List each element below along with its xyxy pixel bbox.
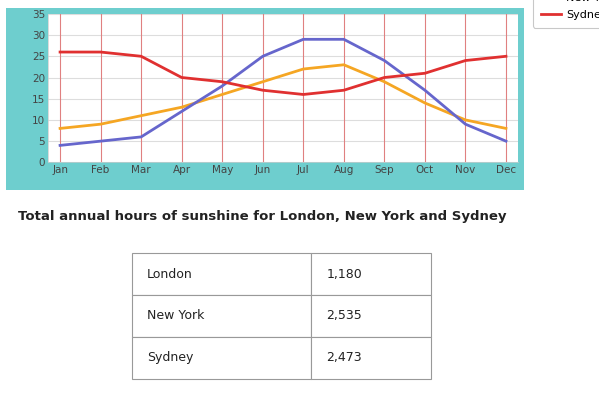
Text: Total annual hours of sunshine for London, New York and Sydney: Total annual hours of sunshine for Londo…: [18, 210, 507, 223]
Bar: [132, 337, 311, 379]
Text: London: London: [147, 268, 192, 280]
Text: 1,180: 1,180: [326, 268, 362, 280]
Bar: [311, 337, 431, 379]
Bar: [132, 295, 311, 337]
Legend: London, New York, Sydney: London, New York, Sydney: [533, 0, 599, 28]
Bar: [132, 253, 311, 295]
Text: 2,473: 2,473: [326, 351, 362, 364]
Bar: [311, 295, 431, 337]
Bar: [311, 253, 431, 295]
Text: New York: New York: [147, 309, 204, 322]
Text: 2,535: 2,535: [326, 309, 362, 322]
Text: Sydney: Sydney: [147, 351, 193, 364]
